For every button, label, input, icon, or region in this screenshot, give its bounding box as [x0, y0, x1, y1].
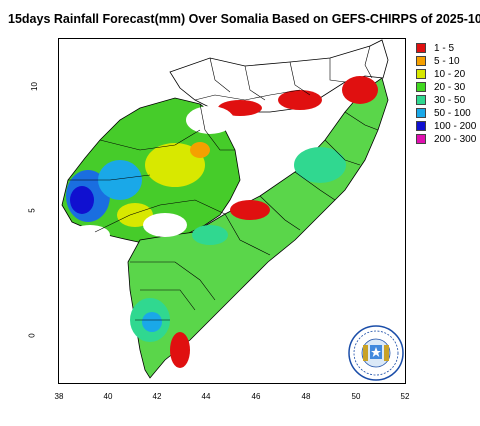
y-tick-label: 5 — [27, 208, 37, 213]
legend-swatch — [416, 43, 426, 53]
rain-orange-mid — [190, 142, 210, 158]
somalia-emblem-icon — [348, 325, 404, 381]
legend-label: 20 - 30 — [434, 81, 466, 93]
rain-blue-south — [142, 312, 162, 332]
rain-red-coast — [170, 332, 190, 368]
dry-north-interior — [186, 106, 234, 134]
rain-red-mid — [230, 200, 270, 220]
y-tick-label: 0 — [27, 333, 37, 338]
legend-item: 1 - 5 — [416, 42, 476, 54]
legend-label: 50 - 100 — [434, 107, 471, 119]
x-tick-label: 48 — [301, 392, 311, 401]
dry-west — [70, 225, 110, 245]
legend-label: 100 - 200 — [434, 120, 477, 132]
legend-swatch — [416, 95, 426, 105]
rain-red-north-2 — [278, 90, 322, 110]
legend-item: 30 - 50 — [416, 94, 476, 106]
x-tick-label: 46 — [251, 392, 261, 401]
rain-cyan-west — [98, 160, 142, 200]
heavy-rain-west-core — [70, 186, 94, 214]
rain-teal-mid — [192, 225, 228, 245]
x-tick-label: 44 — [201, 392, 211, 401]
legend-item: 5 - 10 — [416, 55, 476, 67]
legend-label: 10 - 20 — [434, 68, 466, 80]
legend: 1 - 5 5 - 10 10 - 20 20 - 30 30 - 50 50 … — [416, 42, 476, 146]
legend-item: 200 - 300 — [416, 133, 476, 145]
rain-red-north-3 — [342, 76, 378, 104]
legend-item: 20 - 30 — [416, 81, 476, 93]
x-tick-label: 40 — [103, 392, 113, 401]
legend-item: 50 - 100 — [416, 107, 476, 119]
x-tick-label: 52 — [400, 392, 410, 401]
dry-mid — [143, 213, 187, 237]
legend-swatch — [416, 121, 426, 131]
legend-swatch — [416, 69, 426, 79]
legend-label: 30 - 50 — [434, 94, 466, 106]
rain-yellow-mid — [145, 143, 205, 187]
legend-item: 100 - 200 — [416, 120, 476, 132]
legend-label: 1 - 5 — [434, 42, 455, 54]
legend-swatch — [416, 56, 426, 66]
rain-yellow-west — [117, 203, 153, 227]
legend-item: 10 - 20 — [416, 68, 476, 80]
y-tick-label: 10 — [29, 82, 39, 91]
map-title: 15days Rainfall Forecast(mm) Over Somali… — [8, 12, 480, 26]
legend-swatch — [416, 134, 426, 144]
legend-swatch — [416, 108, 426, 118]
legend-label: 5 - 10 — [434, 55, 460, 67]
rain-teal-east — [294, 147, 346, 183]
legend-label: 200 - 300 — [434, 133, 477, 145]
x-tick-label: 50 — [351, 392, 361, 401]
x-tick-label: 42 — [152, 392, 162, 401]
x-tick-label: 38 — [54, 392, 64, 401]
legend-swatch — [416, 82, 426, 92]
